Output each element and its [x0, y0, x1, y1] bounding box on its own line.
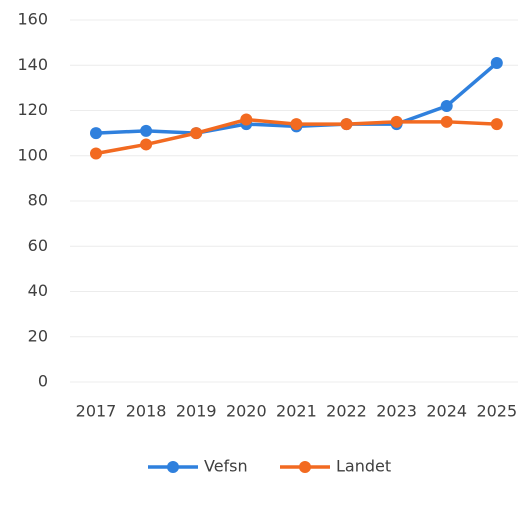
y-tick-label: 140 — [17, 55, 48, 74]
data-point — [490, 118, 503, 131]
data-point — [290, 118, 303, 131]
x-tick-label: 2020 — [226, 402, 267, 421]
x-tick-label: 2021 — [276, 402, 317, 421]
data-point — [440, 99, 453, 112]
x-tick-label: 2018 — [126, 402, 167, 421]
data-point — [490, 56, 503, 69]
y-tick-label: 80 — [28, 191, 48, 210]
data-point — [140, 124, 153, 137]
x-tick-label: 2023 — [376, 402, 417, 421]
data-point — [440, 115, 453, 128]
data-point — [340, 118, 353, 131]
legend-label: Landet — [336, 457, 391, 476]
data-point — [190, 127, 203, 140]
y-tick-label: 60 — [28, 236, 48, 255]
data-point — [240, 113, 253, 126]
y-tick-label: 160 — [17, 10, 48, 29]
x-tick-label: 2022 — [326, 402, 367, 421]
y-tick-label: 20 — [28, 326, 48, 345]
data-point — [90, 147, 102, 160]
y-tick-label: 100 — [17, 145, 48, 164]
data-point — [90, 127, 102, 140]
x-tick-label: 2019 — [176, 402, 217, 421]
legend-label: Vefsn — [204, 457, 248, 476]
x-tick-label: 2024 — [426, 402, 467, 421]
y-tick-label: 40 — [28, 281, 48, 300]
y-tick-label: 0 — [38, 372, 48, 391]
data-point — [140, 138, 153, 151]
x-tick-label: 2017 — [76, 402, 117, 421]
x-tick-label: 2025 — [476, 402, 517, 421]
legend-marker — [299, 461, 311, 473]
legend-marker — [167, 461, 179, 473]
y-tick-label: 120 — [17, 100, 48, 119]
data-point — [390, 115, 403, 128]
